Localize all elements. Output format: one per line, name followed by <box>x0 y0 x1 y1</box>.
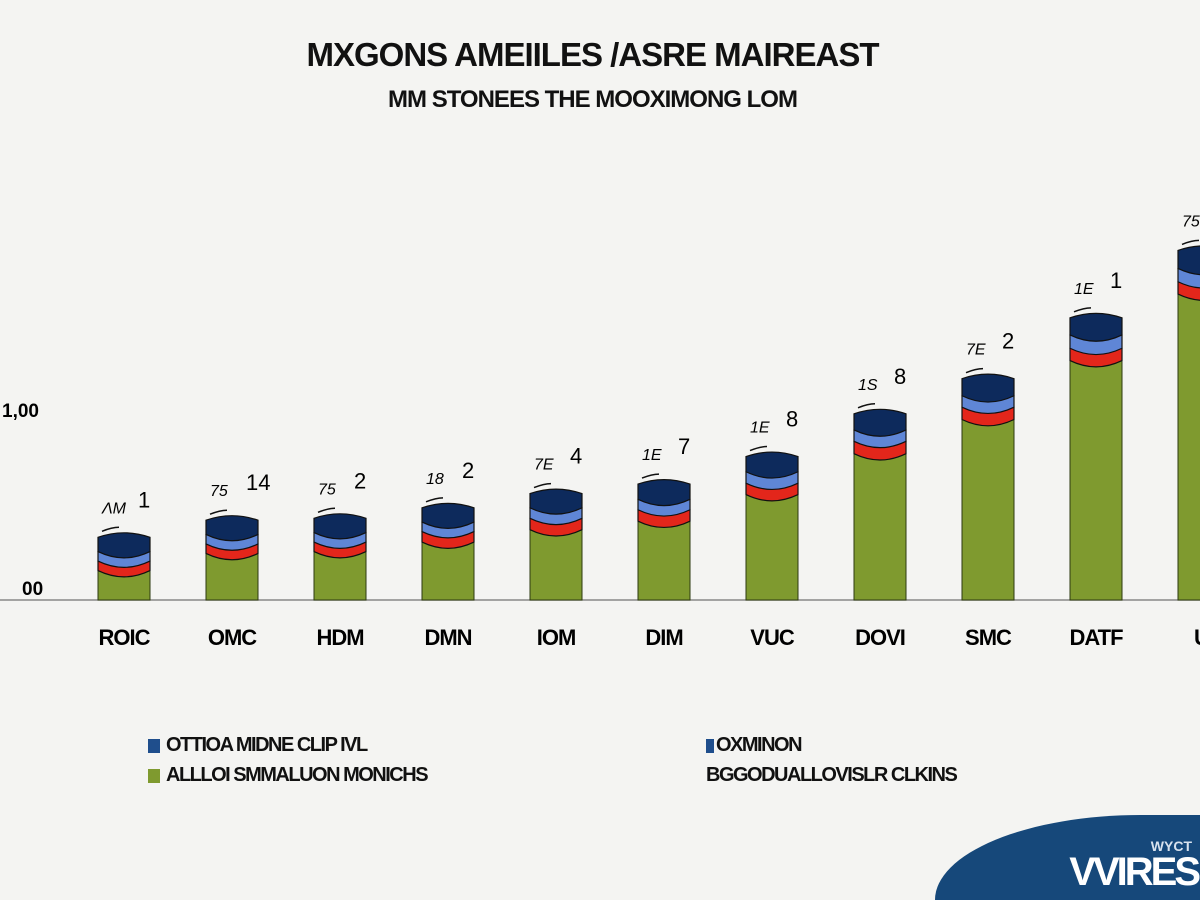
logo-text: VVIRES <box>1069 850 1200 894</box>
legend-label: BGGODUALLOVISLR CLKINS <box>706 764 958 786</box>
x-tick-label: UI <box>1194 625 1200 650</box>
chart-subtitle: MM STONEES THE MOOXIMONG LOM <box>388 86 798 113</box>
bar-segment-cap <box>961 373 1015 403</box>
value-label: 1 <box>138 487 150 512</box>
value-label-small: 7E <box>534 457 554 474</box>
x-tick-label: HDM <box>316 625 363 650</box>
bar-segment-allloi-smmaluon-monichs <box>1069 360 1123 601</box>
value-label-small: 75 <box>210 483 228 500</box>
label-leader <box>533 482 552 489</box>
bar-segment-cap <box>97 532 151 559</box>
bar-segment-allloi-smmaluon-monichs <box>637 520 691 601</box>
legend-label: OTTIOA MIDNE CLIP IVL <box>166 734 368 756</box>
x-tick-label: SMC <box>965 625 1012 650</box>
legend-item-3: BGGODUALLOVISLR CLKINS <box>706 764 958 787</box>
y-tick-label: 00 <box>22 579 43 600</box>
bar-segment-cap <box>421 502 475 529</box>
x-tick-label: OMC <box>208 625 257 650</box>
bar-segment-allloi-smmaluon-monichs <box>529 529 583 601</box>
value-label: 2 <box>1002 329 1014 354</box>
bar-segment-cap <box>529 488 583 515</box>
x-tick-label: ROIC <box>99 625 151 650</box>
x-tick-label: DATF <box>1069 625 1123 650</box>
x-tick-label: IOM <box>537 625 576 650</box>
bar-segment-allloi-smmaluon-monichs <box>853 453 907 601</box>
legend-swatch <box>148 768 160 783</box>
value-label: 8 <box>894 364 906 389</box>
y-tick-label: 1,00 <box>2 401 39 422</box>
bar-segment-allloi-smmaluon-monichs <box>421 541 475 601</box>
bar-segment-allloi-smmaluon-monichs <box>205 552 259 601</box>
legend-item-0: OTTIOA MIDNE CLIP IVL <box>148 734 368 757</box>
label-leader <box>857 403 876 409</box>
label-leader <box>965 367 984 374</box>
x-tick-label: DOVI <box>855 625 905 650</box>
value-label-small: 1E <box>1074 281 1094 298</box>
chart-title: MXGONS AMEIILES /ASRE MAIREAST <box>306 36 880 73</box>
label-leader <box>425 497 444 503</box>
bar-segment-cap <box>1177 245 1200 276</box>
value-label-small: 1E <box>642 447 662 464</box>
label-leader <box>317 507 336 513</box>
legend-item-1: ALLLOI SMMALUON MONICHS <box>148 764 429 787</box>
value-label: 1 <box>1110 268 1122 293</box>
value-label: 2 <box>354 468 366 493</box>
value-label-small: 75 <box>318 481 336 498</box>
x-tick-label: DMN <box>424 625 471 650</box>
bar-segment-cap <box>745 451 799 479</box>
bar-segment-allloi-smmaluon-monichs <box>745 494 799 601</box>
bar-segment-cap <box>313 513 367 540</box>
x-tick-label: VUC <box>750 625 795 650</box>
label-leader <box>101 526 120 532</box>
legend-item-2: OXMINON <box>706 734 803 757</box>
bar-segment-cap <box>1069 312 1123 342</box>
value-label-small: 1E <box>750 420 770 437</box>
x-tick-label: DIM <box>645 625 682 650</box>
logo-small-text: WYCT <box>1150 838 1192 854</box>
value-label: 2 <box>462 458 474 483</box>
value-label-small: 1S <box>858 377 878 394</box>
legend-label: ALLLOI SMMALUON MONICHS <box>166 764 429 786</box>
value-label: 4 <box>570 444 582 469</box>
value-label: 7 <box>678 434 690 459</box>
bar-segment-allloi-smmaluon-monichs <box>961 419 1015 601</box>
label-leader <box>749 445 768 452</box>
legend-swatch <box>148 738 160 753</box>
value-label-small: 75 <box>1182 213 1200 230</box>
bar-segment-cap <box>637 479 691 507</box>
label-leader <box>209 509 228 515</box>
label-leader <box>1073 307 1092 313</box>
value-label: 14 <box>246 470 270 495</box>
value-label: 8 <box>786 407 798 432</box>
bar-segment-cap <box>205 515 259 542</box>
legend-label: OXMINON <box>716 734 803 756</box>
value-label-small: 18 <box>426 471 444 488</box>
bar-segment-allloi-smmaluon-monichs <box>1177 293 1200 601</box>
legend-swatch <box>706 738 714 753</box>
label-leader <box>641 473 660 479</box>
bar-segment-allloi-smmaluon-monichs <box>313 551 367 601</box>
label-leader <box>1181 239 1200 246</box>
value-label-small: 7E <box>966 342 986 359</box>
bar-segment-cap <box>853 408 907 437</box>
value-label-small: ΛM <box>101 500 127 517</box>
